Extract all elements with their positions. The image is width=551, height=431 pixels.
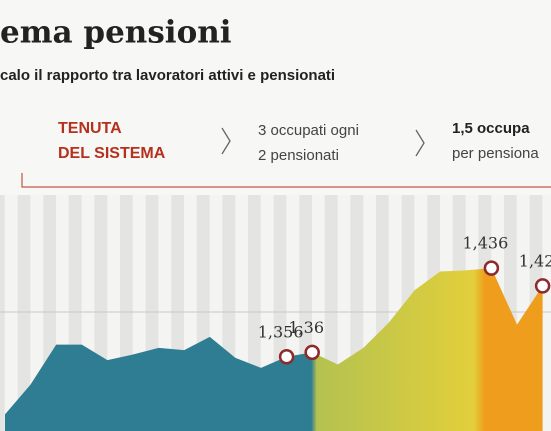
subtitle: calo il rapporto tra lavoratori attivi e… (0, 67, 335, 84)
marker (278, 349, 295, 365)
annotation: DEL SISTEMA (58, 145, 166, 162)
data-label: 1,436 (462, 234, 508, 253)
annotation: 3 occupati ogni (258, 122, 359, 139)
stripe (0, 195, 5, 431)
annotation: TENUTA (58, 120, 122, 137)
area (5, 268, 543, 431)
marker (534, 278, 551, 294)
header-bg (0, 0, 551, 195)
stripe (17, 195, 31, 431)
chevron (221, 127, 231, 155)
data-label: 1,36 (288, 318, 324, 337)
chevron (415, 129, 425, 157)
chart-title: ema pensioni (0, 15, 232, 51)
annotation: per pensiona (452, 145, 539, 162)
data-label: 1,356 (258, 322, 304, 341)
marker (483, 260, 500, 276)
annotation: 1,5 occupa (452, 120, 530, 137)
annotation: 2 pensionati (258, 147, 339, 164)
marker (304, 344, 320, 361)
data-label: 1,42 (519, 251, 551, 270)
